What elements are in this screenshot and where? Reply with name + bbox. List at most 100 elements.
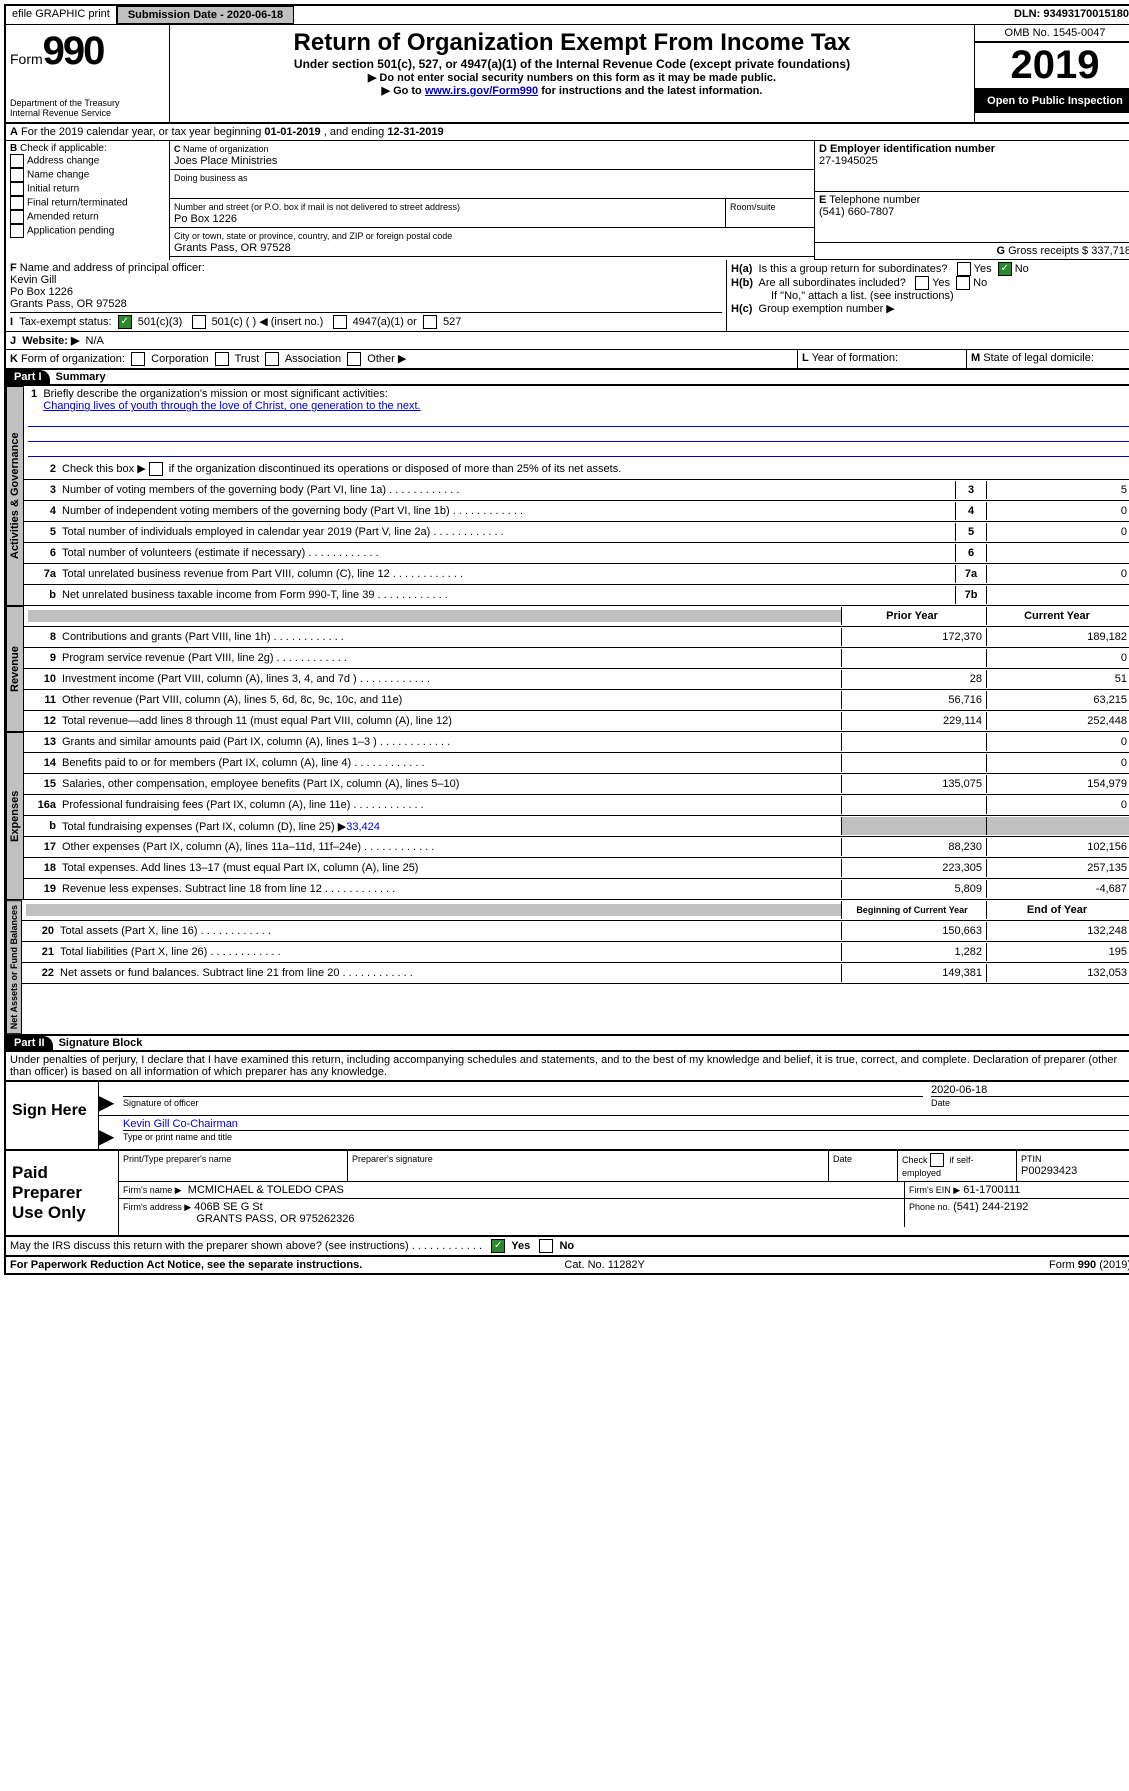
- line-6: 6Total number of volunteers (estimate if…: [24, 543, 1129, 564]
- chk-hb-yes[interactable]: [915, 276, 929, 290]
- line-22: 22Net assets or fund balances. Subtract …: [22, 963, 1129, 984]
- l10-prior: 28: [841, 670, 986, 688]
- chk-address-change[interactable]: [10, 154, 24, 168]
- l16a-curr: 0: [986, 796, 1129, 814]
- section-klm: K Form of organization: Corporation Trus…: [6, 350, 1129, 370]
- boxL-label: Year of formation:: [812, 352, 898, 364]
- firm-ein: 61-1700111: [963, 1184, 1020, 1196]
- box-c-city: City or town, state or province, country…: [170, 228, 814, 257]
- ein-value: 27-1945025: [819, 155, 878, 167]
- efile-label: efile GRAPHIC print: [6, 6, 117, 24]
- website-value: N/A: [86, 335, 104, 347]
- form-title: Return of Organization Exempt From Incom…: [174, 29, 970, 57]
- chk-hb-no[interactable]: [956, 276, 970, 290]
- chk-501c[interactable]: [192, 315, 206, 329]
- gross-value: 337,718: [1091, 245, 1129, 257]
- chk-name-change[interactable]: [10, 168, 24, 182]
- line-16a: 16aProfessional fundraising fees (Part I…: [24, 795, 1129, 816]
- mission-blank-3: [28, 442, 1129, 457]
- chk-app-pending[interactable]: [10, 224, 24, 238]
- discuss-q: May the IRS discuss this return with the…: [10, 1240, 409, 1252]
- line-7a: 7aTotal unrelated business revenue from …: [24, 564, 1129, 585]
- hc-label: Group exemption number ▶: [759, 303, 895, 315]
- l19-txt: Revenue less expenses. Subtract line 18 …: [62, 883, 841, 895]
- opt-name: Name change: [27, 170, 89, 181]
- chk-4947[interactable]: [333, 315, 347, 329]
- l16b-a: Total fundraising expenses (Part IX, col…: [62, 821, 346, 833]
- tab-revenue: Revenue: [6, 606, 24, 732]
- hb-label: Are all subordinates included?: [759, 277, 906, 289]
- l10-txt: Investment income (Part VIII, column (A)…: [62, 673, 841, 685]
- line-16b: bTotal fundraising expenses (Part IX, co…: [24, 816, 1129, 837]
- l13-curr: 0: [986, 733, 1129, 751]
- sub3-b: for instructions and the latest informat…: [538, 85, 762, 97]
- chk-final-return[interactable]: [10, 196, 24, 210]
- year-begin: 01-01-2019: [264, 126, 320, 138]
- dba-label: Doing business as: [174, 173, 248, 183]
- chk-ha-no[interactable]: [998, 262, 1012, 276]
- chk-initial-return[interactable]: [10, 182, 24, 196]
- mission-blank-2: [28, 427, 1129, 442]
- chk-501c3[interactable]: [118, 315, 132, 329]
- boxK-label: Form of organization:: [21, 353, 125, 365]
- tab-netassets: Net Assets or Fund Balances: [6, 900, 22, 1034]
- l21-end: 195: [986, 943, 1129, 961]
- opt-501c: 501(c) ( ) ◀ (insert no.): [212, 316, 324, 328]
- l17-curr: 102,156: [986, 838, 1129, 856]
- chk-assoc[interactable]: [265, 352, 279, 366]
- omb-number: OMB No. 1545-0047: [975, 25, 1129, 42]
- firm-addr2: GRANTS PASS, OR 975262326: [196, 1213, 354, 1225]
- footer-left: For Paperwork Reduction Act Notice, see …: [10, 1259, 362, 1271]
- perjury-text: Under penalties of perjury, I declare th…: [6, 1052, 1129, 1080]
- opt-pending: Application pending: [27, 226, 114, 237]
- line-5: 5Total number of individuals employed in…: [24, 522, 1129, 543]
- dln-value: 93493170015180: [1043, 8, 1129, 20]
- firm-phone: (541) 244-2192: [953, 1201, 1028, 1213]
- chk-discuss-no[interactable]: [539, 1239, 553, 1253]
- l21-txt: Total liabilities (Part X, line 26): [60, 946, 841, 958]
- box-h: H(a) Is this a group return for subordin…: [727, 260, 1129, 331]
- irs-link[interactable]: www.irs.gov/Form990: [425, 85, 538, 97]
- chk-l2[interactable]: [149, 462, 163, 476]
- sig-date: 2020-06-18 Date: [927, 1082, 1129, 1115]
- subtitle-3: Go to www.irs.gov/Form990 for instructio…: [174, 84, 970, 97]
- chk-amended[interactable]: [10, 210, 24, 224]
- right-col-deg: D Employer identification number 27-1945…: [814, 141, 1129, 260]
- line-21: 21Total liabilities (Part X, line 26)1,2…: [22, 942, 1129, 963]
- chk-corp[interactable]: [131, 352, 145, 366]
- l2-txt: Check this box ▶ if the organization dis…: [62, 462, 1129, 476]
- l11-curr: 63,215: [986, 691, 1129, 709]
- l12-curr: 252,448: [986, 712, 1129, 730]
- prep-self-a: Check: [902, 1155, 928, 1165]
- chk-ha-yes[interactable]: [957, 262, 971, 276]
- hdr-prior: Prior Year: [841, 607, 986, 625]
- l7b-val: [986, 586, 1129, 604]
- l16b-val: 33,424: [346, 821, 380, 833]
- section-bcdefg: B Check if applicable: Address change Na…: [6, 141, 1129, 260]
- l5-txt: Total number of individuals employed in …: [62, 526, 955, 538]
- box-m: M State of legal domicile:: [967, 350, 1129, 368]
- mission-text: Changing lives of youth through the love…: [43, 400, 420, 412]
- chk-self-emp[interactable]: [930, 1153, 944, 1167]
- chk-discuss-yes[interactable]: [491, 1239, 505, 1253]
- officer-addr1: Po Box 1226: [10, 286, 73, 298]
- box-c-name: C Name of organization Joes Place Minist…: [170, 141, 814, 170]
- room-label: Room/suite: [730, 202, 776, 212]
- chk-other[interactable]: [347, 352, 361, 366]
- l18-prior: 223,305: [841, 859, 986, 877]
- discuss-yes: Yes: [511, 1240, 530, 1252]
- chk-trust[interactable]: [215, 352, 229, 366]
- opt-corp: Corporation: [151, 353, 208, 365]
- sig-label: Signature of officer: [123, 1098, 198, 1108]
- hb-yes: Yes: [932, 277, 950, 289]
- sig-name-value: Kevin Gill Co-Chairman: [123, 1118, 1129, 1131]
- lineA-b: , and ending: [321, 126, 388, 138]
- hdr-end: End of Year: [986, 901, 1129, 919]
- submission-date-btn[interactable]: Submission Date - 2020-06-18: [117, 6, 294, 24]
- chk-527[interactable]: [423, 315, 437, 329]
- line-10: 10Investment income (Part VIII, column (…: [24, 669, 1129, 690]
- hdr-right: OMB No. 1545-0047 2019 Open to Public In…: [975, 25, 1129, 122]
- dept-label: Department of the TreasuryInternal Reven…: [10, 98, 165, 118]
- part1-num: Part I: [6, 370, 50, 384]
- line-20: 20Total assets (Part X, line 16)150,6631…: [22, 921, 1129, 942]
